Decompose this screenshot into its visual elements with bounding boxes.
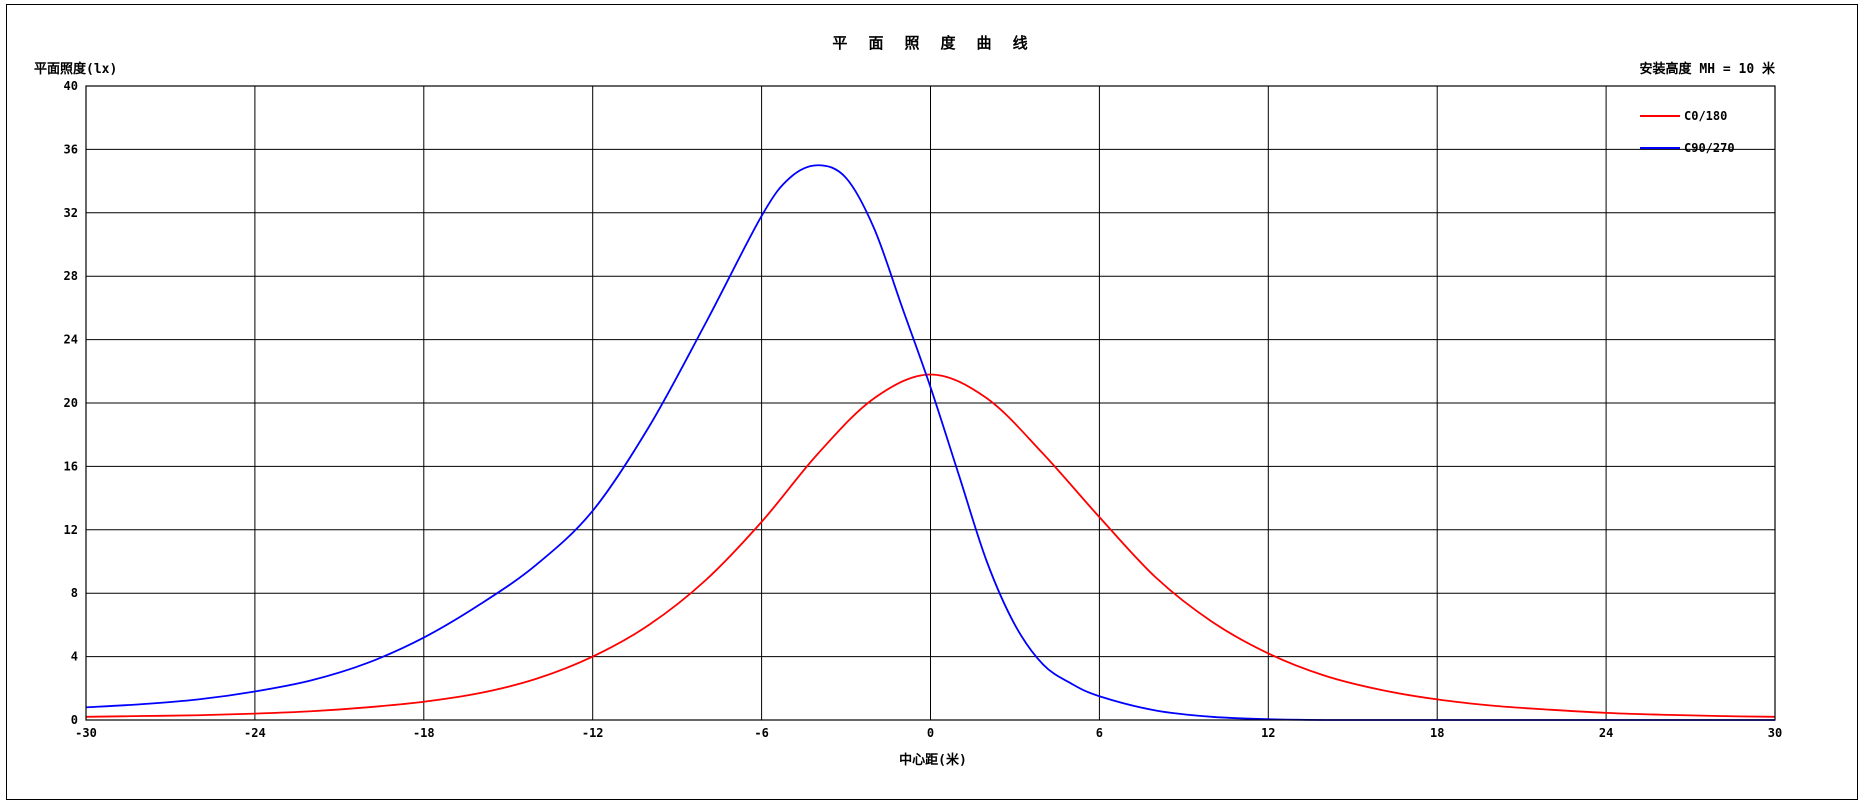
grid: [85, 85, 1776, 721]
y-tick-label: 8: [71, 586, 78, 600]
tick-labels: -30 -24 -18 -12 -6 0 6 12 18 24 30 0 4 8 12 16 20 24 28 32 3…: [64, 79, 1783, 740]
x-tick-label: 18: [1430, 726, 1444, 740]
plot-area: [85, 85, 1776, 721]
x-tick-label: 30: [1768, 726, 1782, 740]
y-tick-label: 20: [64, 396, 78, 410]
y-tick-label: 24: [64, 333, 78, 347]
y-tick-label: 4: [71, 650, 78, 664]
x-tick-label: -24: [244, 726, 266, 740]
x-tick-label: 0: [927, 726, 934, 740]
chart-frame: [6, 4, 1858, 800]
x-tick-label: -6: [754, 726, 768, 740]
x-axis-label: 中心距(米): [899, 752, 967, 768]
y-tick-label: 12: [64, 523, 78, 537]
x-tick-label: -12: [582, 726, 604, 740]
x-tick-label: 6: [1096, 726, 1103, 740]
y-tick-label: 28: [64, 269, 78, 283]
y-tick-label: 32: [64, 206, 78, 220]
legend: C0/180 C90/270: [1640, 109, 1735, 155]
x-tick-label: 24: [1599, 726, 1613, 740]
mounting-height-annotation: 安装高度 MH = 10 米: [1640, 61, 1776, 77]
legend-entry: C0/180: [1684, 109, 1727, 123]
y-tick-label: 0: [71, 713, 78, 727]
legend-entry: C90/270: [1684, 141, 1735, 155]
y-tick-label: 36: [64, 142, 78, 156]
y-tick-label: 16: [64, 459, 78, 473]
x-tick-label: -18: [413, 726, 435, 740]
y-axis-label: 平面照度(lx): [34, 61, 117, 77]
chart-title: 平 面 照 度 曲 线: [832, 34, 1033, 52]
x-tick-label: -30: [75, 726, 97, 740]
series-line-c0-180: [85, 373, 1776, 718]
x-tick-label: 12: [1261, 726, 1275, 740]
y-tick-label: 40: [64, 79, 78, 93]
